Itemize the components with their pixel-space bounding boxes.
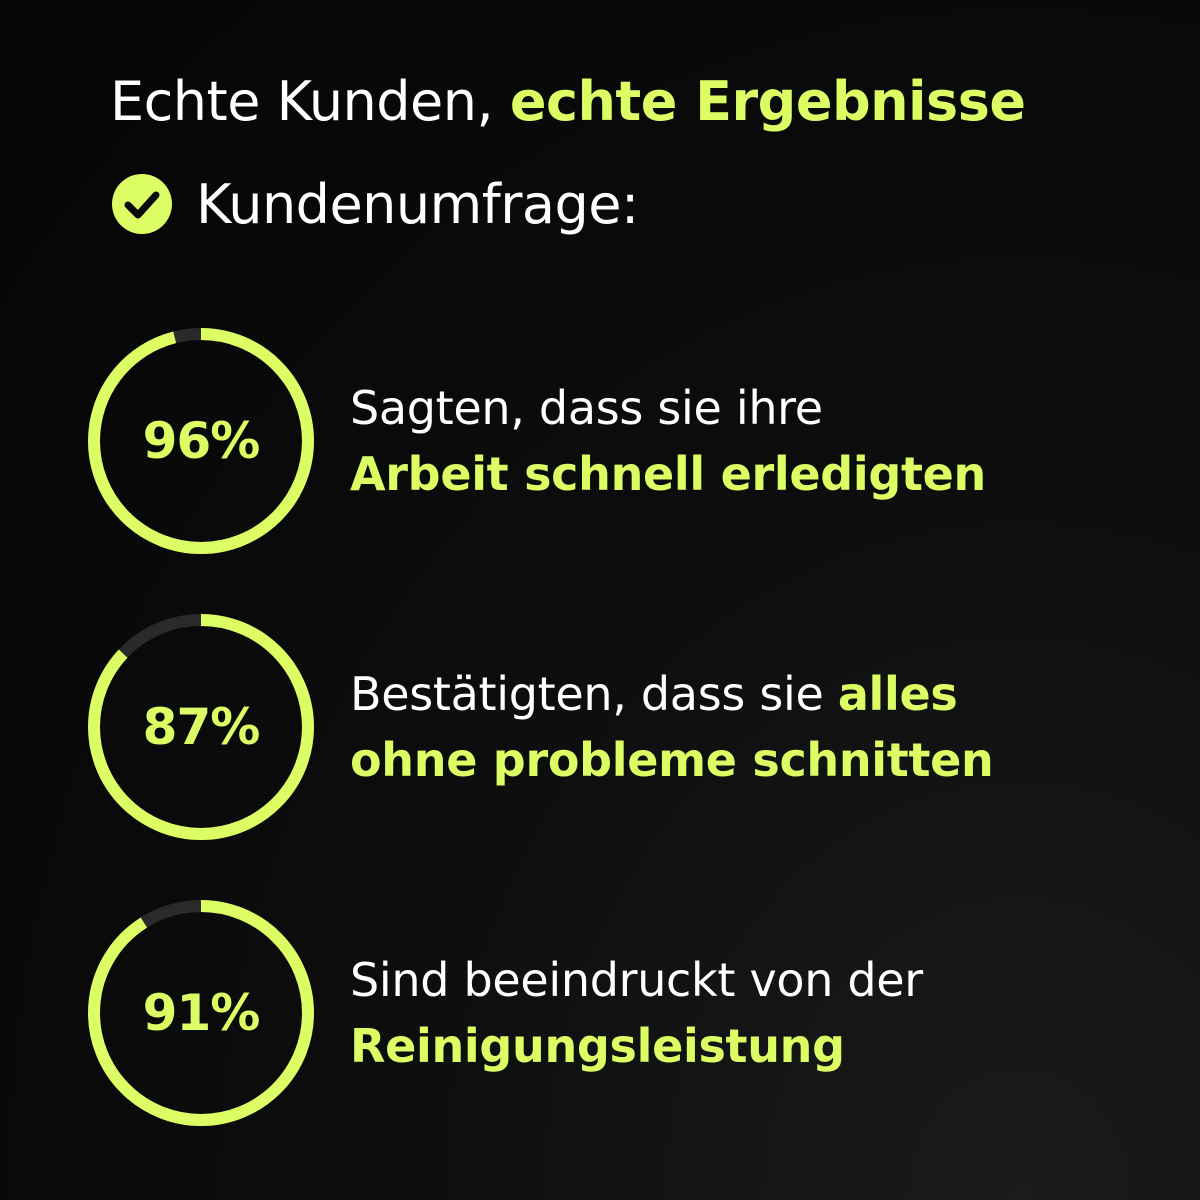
stat-description-1: Sagten, dass sie ihre Arbeit schnell erl…: [350, 375, 1170, 507]
stat-3-line1: Sind beeindruckt von der: [350, 953, 923, 1007]
stat-row-1: 96% Sagten, dass sie ihre Arbeit schnell…: [86, 326, 1176, 556]
subhead-text: Kundenumfrage:: [196, 172, 639, 236]
stat-1-line2: Arbeit schnell erledigten: [350, 447, 986, 501]
percent-value-2: 87%: [142, 698, 261, 756]
progress-ring-3: [88, 900, 314, 1126]
percent-value-3: 91%: [142, 984, 261, 1042]
stat-1-line1: Sagten, dass sie ihre: [350, 381, 823, 435]
stat-description-3: Sind beeindruckt von der Reinigungsleist…: [350, 947, 1170, 1079]
stat-3-line2: Reinigungsleistung: [350, 1019, 845, 1073]
stat-2-line1: Bestätigten, dass sie: [350, 667, 838, 721]
stat-2-line2: ohne probleme schnitten: [350, 733, 994, 787]
stat-row-2: 87% Bestätigten, dass sie alles ohne pro…: [86, 612, 1176, 842]
stat-2-line1-bold: alles: [837, 667, 958, 721]
stat-row-3: 91% Sind beeindruckt von der Reinigungsl…: [86, 898, 1176, 1128]
headline-accent: echte Ergebnisse: [509, 70, 1026, 133]
stat-description-2: Bestätigten, dass sie alles ohne problem…: [350, 661, 1170, 793]
progress-ring-2: [88, 614, 314, 840]
check-circle-icon: [112, 174, 172, 234]
headline-plain: Echte Kunden,: [110, 70, 510, 133]
headline: Echte Kunden, echte Ergebnisse: [110, 66, 1026, 138]
percent-value-1: 96%: [142, 412, 261, 470]
subhead: Kundenumfrage:: [110, 166, 639, 242]
progress-ring-1: [88, 328, 314, 554]
